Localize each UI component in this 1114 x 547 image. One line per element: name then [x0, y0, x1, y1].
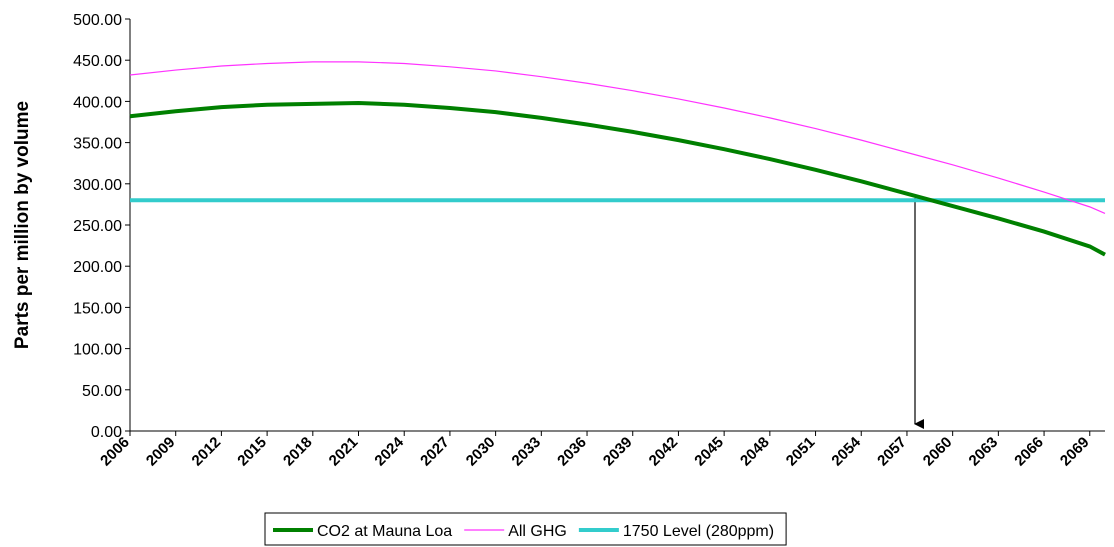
x-tick-label: 2060 — [920, 434, 956, 470]
y-tick-label: 300.00 — [73, 177, 122, 194]
x-tick-label: 2063 — [966, 434, 1002, 470]
x-tick-label: 2048 — [737, 434, 773, 470]
series-line — [129, 61, 1106, 215]
series-line — [129, 101, 1106, 257]
x-tick-label: 2018 — [280, 434, 316, 470]
x-tick-label: 2027 — [417, 434, 453, 470]
x-tick-label: 2039 — [600, 434, 636, 470]
y-tick-label: 50.00 — [82, 383, 122, 400]
legend-label: 1750 Level (280ppm) — [623, 523, 774, 540]
y-tick-label: 400.00 — [73, 94, 122, 111]
legend: CO2 at Mauna Loa All GHG 1750 Level (280pp… — [264, 512, 787, 546]
x-tick-label: 2009 — [143, 434, 179, 470]
x-tick-label: 2057 — [874, 434, 910, 470]
y-tick-label: 150.00 — [73, 300, 122, 317]
y-tick-label: 0.00 — [91, 424, 122, 441]
x-tick-label: 2015 — [234, 434, 270, 470]
x-tick-label: 2024 — [371, 433, 407, 469]
x-tick-label: 2033 — [509, 434, 545, 470]
x-tick-label: 2036 — [554, 434, 590, 470]
y-tick-label: 200.00 — [73, 259, 122, 276]
legend-label: CO2 at Mauna Loa — [317, 523, 452, 540]
x-tick-label: 2069 — [1057, 434, 1093, 470]
x-tick-label: 2045 — [691, 434, 727, 470]
y-tick-label: 250.00 — [73, 218, 122, 235]
x-tick-label: 2042 — [646, 434, 682, 470]
x-tick-label: 2012 — [189, 434, 225, 470]
x-tick-label: 2021 — [326, 434, 362, 470]
x-tick-label: 2051 — [783, 434, 819, 470]
legend-label: All GHG — [508, 523, 567, 540]
y-tick-label: 450.00 — [73, 53, 122, 70]
x-tick-label: 2066 — [1011, 434, 1047, 470]
x-tick-label: 2054 — [828, 433, 864, 469]
y-tick-label: 500.00 — [73, 12, 122, 29]
legend-box — [264, 512, 787, 546]
y-axis-title: Parts per million by volume — [12, 101, 33, 349]
x-tick-label: 2030 — [463, 434, 499, 470]
y-tick-label: 100.00 — [73, 342, 122, 359]
y-tick-label: 350.00 — [73, 136, 122, 153]
